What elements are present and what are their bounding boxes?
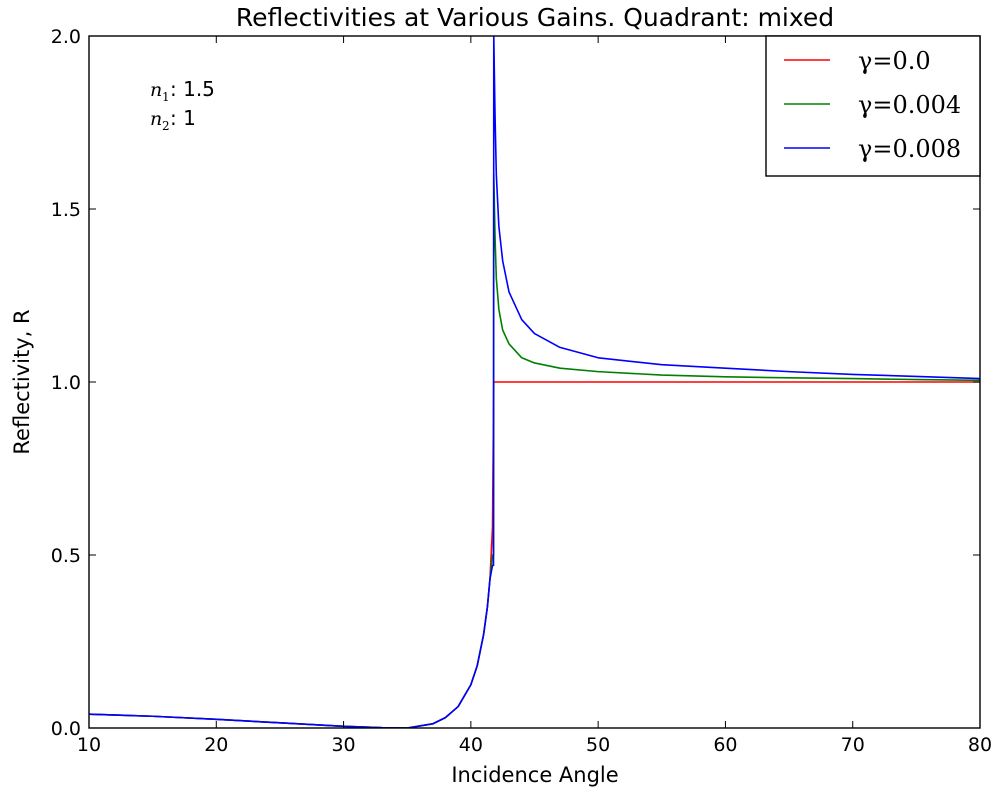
legend-label-1: γ=0.0 [858,47,931,75]
annotation-subscript: 2 [162,119,170,133]
x-tick-label: 40 [459,734,483,756]
x-tick-label: 50 [586,734,610,756]
series-line-1 [89,381,980,728]
y-tick-label: 1.5 [51,199,81,221]
annotation-subscript: 1 [162,90,170,104]
annotation-value: : 1 [170,106,196,130]
tick-layer: 10 20 30 40 50 60 70 80 0.0 0.5 1.0 1.5 2.0 [51,26,992,756]
y-axis-label: Reflectivity, R [10,309,34,454]
x-tick-label: 70 [841,734,865,756]
x-axis-label: Incidence Angle [451,763,618,787]
y-tick-label: 2.0 [51,26,81,48]
annotation-value: : 1.5 [170,77,215,101]
x-tick-label: 10 [77,734,101,756]
legend: γ=0.0 γ=0.004 γ=0.008 [765,35,981,177]
plot-area: 10 20 30 40 50 60 70 80 0.0 0.5 1.0 1.5 2.0 [51,26,992,756]
x-tick-label: 20 [204,734,228,756]
annotation-symbol: n [150,79,162,101]
annotation-symbol: n [150,108,162,130]
chart-title: Reflectivities at Various Gains. Quadran… [236,3,834,32]
series-line-2 [89,173,980,728]
x-tick-label: 60 [713,734,737,756]
legend-label-2: γ=0.004 [858,91,961,119]
y-tick-label: 0.0 [51,718,81,740]
x-tick-label: 80 [968,734,992,756]
y-tick-label: 1.0 [51,372,81,394]
x-tick-label: 30 [331,734,355,756]
y-tick-label: 0.5 [51,545,81,567]
legend-label-3: γ=0.008 [858,135,961,163]
